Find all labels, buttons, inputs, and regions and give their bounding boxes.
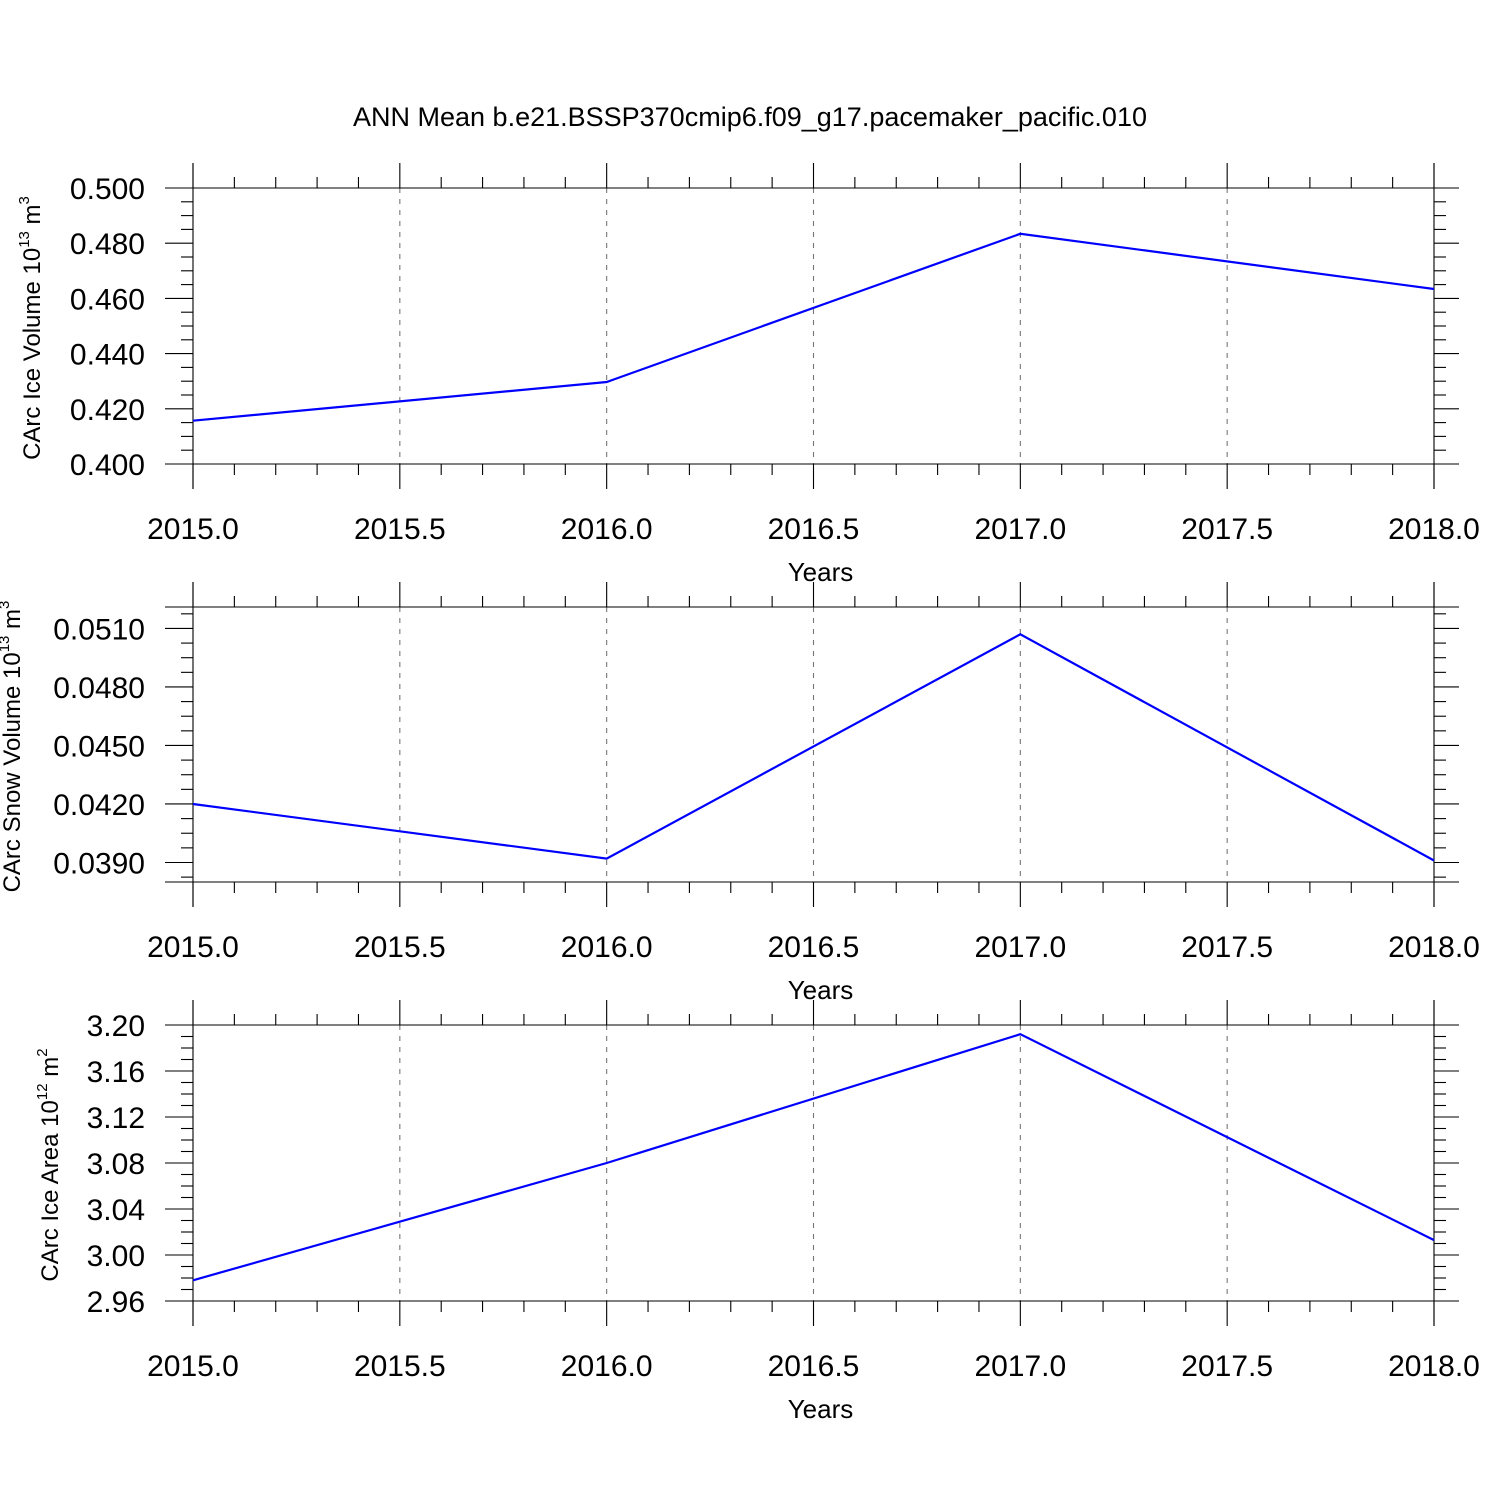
y-tick-label: 0.0390 (53, 847, 145, 880)
y-axis-label-unit: m (37, 1057, 64, 1084)
x-tick-label: 2016.0 (561, 1350, 653, 1383)
series-line-3 (192, 1033, 1435, 1282)
series-line-1 (192, 232, 1435, 422)
y-axis-label-exponent: 13 (16, 231, 33, 248)
y-tick-label: 0.0420 (53, 789, 145, 822)
y-axis-label-unit: m (19, 204, 46, 231)
x-tick-label: 2016.5 (768, 513, 860, 546)
y-tick-label: 3.20 (87, 1010, 145, 1043)
y-axis-label-unit-exponent: 3 (0, 601, 13, 609)
x-tick-label: 2015.5 (354, 1350, 446, 1383)
x-tick-label: 2015.0 (147, 1350, 239, 1383)
x-axis-label: Years (788, 557, 854, 587)
x-tick-label: 2017.5 (1181, 513, 1273, 546)
y-axis-label-prefix: CArc Ice Volume 10 (19, 248, 46, 460)
x-tick-label: 2018.0 (1388, 513, 1480, 546)
y-axis-label-exponent: 12 (34, 1083, 51, 1100)
x-tick-label: 2016.0 (561, 513, 653, 546)
x-tick-label: 2017.5 (1181, 1350, 1273, 1383)
y-axis-label: CArc Ice Area 1012 m2 (34, 1048, 64, 1281)
x-tick-label: 2017.0 (974, 513, 1066, 546)
x-tick-label: 2015.5 (354, 513, 446, 546)
y-tick-label: 0.420 (70, 394, 145, 427)
y-axis-label: CArc Ice Volume 1013 m3 (16, 196, 46, 460)
x-tick-label: 2016.5 (768, 1350, 860, 1383)
y-axis-label: CArc Snow Volume 1013 m3 (0, 601, 26, 893)
y-axis-label-prefix: CArc Ice Area 10 (37, 1100, 64, 1281)
y-tick-label: 0.0450 (53, 730, 145, 763)
chart-panel-1: 2015.0 2015.5 2016.0 2016.5 2017.0 2017.5 2018… (16, 163, 1480, 587)
y-tick-label: 3.00 (87, 1240, 145, 1273)
x-tick-label: 2018.0 (1388, 1350, 1480, 1383)
y-axis-label-unit-exponent: 3 (16, 196, 33, 204)
chart-panel-3: 2015.0 2015.5 2016.0 2016.5 2017.0 2017.5 2018… (34, 1000, 1480, 1424)
series-line-2 (192, 633, 1435, 862)
x-tick-label: 2015.5 (354, 931, 446, 964)
y-axis-label-exponent: 13 (0, 636, 13, 653)
y-axis-label-unit: m (0, 609, 26, 636)
x-tick-label: 2018.0 (1388, 931, 1480, 964)
x-tick-label: 2015.0 (147, 931, 239, 964)
y-tick-label: 0.500 (70, 173, 145, 206)
chart-panel-2: 2015.0 2015.5 2016.0 2016.5 2017.0 2017.5 2018… (0, 582, 1480, 1005)
x-tick-label: 2017.0 (974, 1350, 1066, 1383)
y-tick-label: 0.460 (70, 283, 145, 316)
x-tick-label: 2016.5 (768, 931, 860, 964)
y-tick-label: 0.400 (70, 449, 145, 482)
y-tick-label: 3.12 (87, 1102, 145, 1135)
y-axis-label-prefix: CArc Snow Volume 10 (0, 652, 26, 892)
y-tick-label: 3.04 (87, 1194, 145, 1227)
x-tick-label: 2016.0 (561, 931, 653, 964)
y-tick-label: 3.16 (87, 1056, 145, 1089)
y-tick-label: 0.440 (70, 339, 145, 372)
x-axis-label: Years (788, 975, 854, 1005)
y-tick-label: 0.480 (70, 228, 145, 261)
figure-title: ANN Mean b.e21.BSSP370cmip6.f09_g17.pace… (353, 102, 1147, 132)
x-tick-label: 2015.0 (147, 513, 239, 546)
x-axis-label: Years (788, 1394, 854, 1424)
x-tick-label: 2017.5 (1181, 931, 1273, 964)
y-axis-label-unit-exponent: 2 (34, 1048, 51, 1056)
y-tick-label: 3.08 (87, 1148, 145, 1181)
y-tick-label: 2.96 (87, 1286, 145, 1319)
y-tick-label: 0.0510 (53, 613, 145, 646)
x-tick-label: 2017.0 (974, 931, 1066, 964)
y-tick-label: 0.0480 (53, 672, 145, 705)
